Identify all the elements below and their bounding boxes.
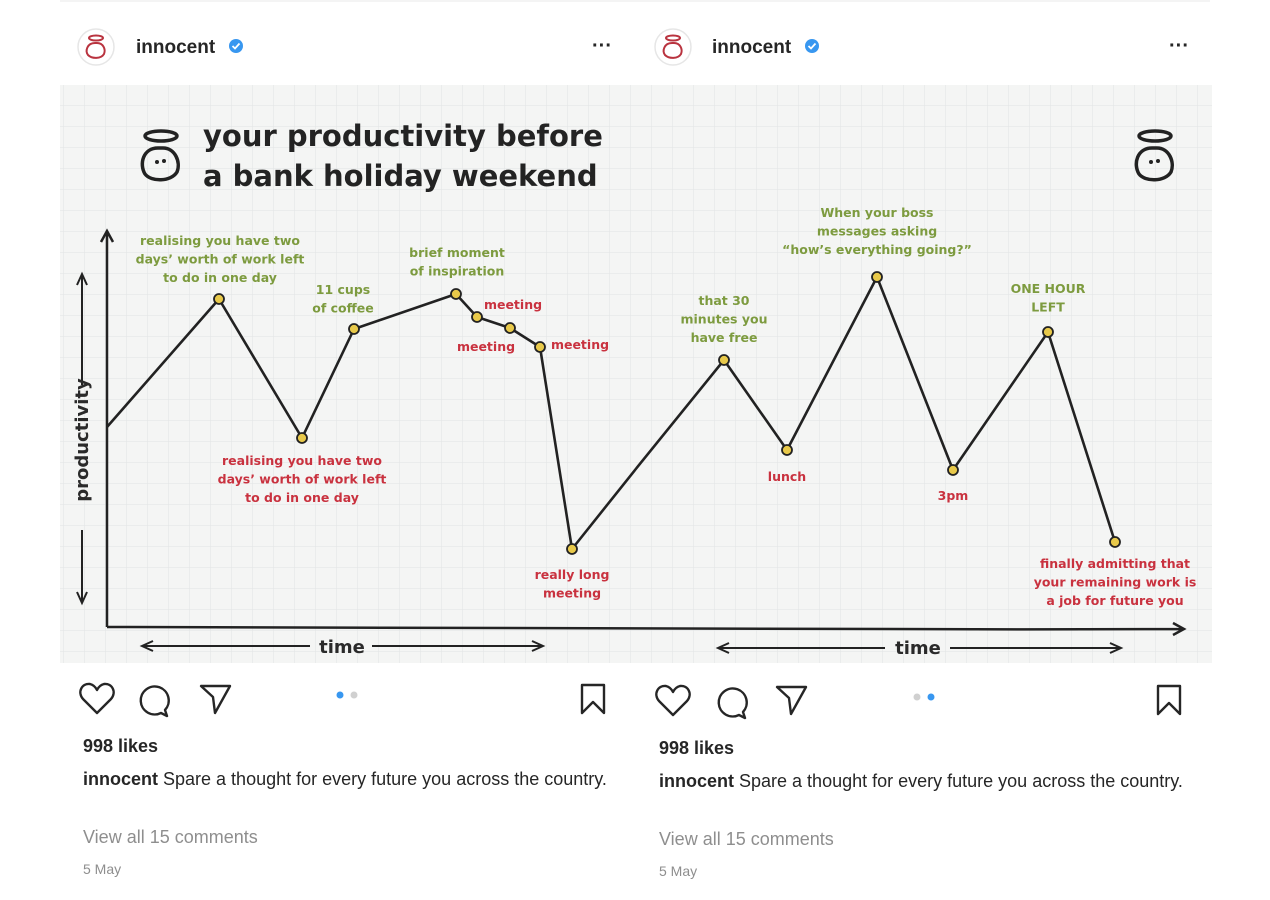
annotation-line: meeting — [457, 339, 515, 354]
annotation-line: realising you have two — [140, 233, 300, 248]
action-icons — [79, 682, 1182, 720]
carousel-dot — [927, 693, 935, 701]
annotation-line: finally admitting that — [1040, 556, 1190, 571]
comment-button[interactable] — [139, 685, 170, 718]
more-menu[interactable]: ··· — [592, 35, 612, 57]
verified-check — [231, 42, 241, 50]
carousel-dot — [913, 693, 921, 701]
likes[interactable]: 998 likes — [83, 736, 159, 756]
annotation-line: 3pm — [938, 488, 969, 503]
comment-button[interactable] — [717, 687, 748, 720]
annotation-line: your remaining work is — [1034, 575, 1197, 590]
annotation-line: meeting — [551, 337, 609, 352]
annotation-line: When your boss — [821, 205, 934, 220]
annotation-line: days’ worth of work left — [136, 252, 305, 267]
annotation-line: to do in one day — [245, 490, 359, 505]
share-button[interactable] — [775, 685, 808, 716]
like-button[interactable] — [655, 684, 691, 717]
annotation-line: lunch — [768, 469, 806, 484]
annotations: realising you have two days’ worth of wor… — [136, 205, 1197, 608]
annotation-line: messages asking — [817, 224, 937, 239]
annotation-line: really long — [535, 567, 610, 582]
caption-text: Spare a thought for every future you acr… — [739, 771, 1183, 791]
annotation-line: have free — [691, 330, 758, 345]
annotation-line: of inspiration — [410, 264, 505, 279]
share-button[interactable] — [199, 684, 232, 715]
avatar[interactable] — [77, 28, 115, 66]
carousel-dot — [350, 691, 358, 699]
annotation: 3pm — [938, 488, 969, 503]
productivity-line — [106, 275, 1117, 551]
caption-text: Spare a thought for every future you acr… — [163, 769, 607, 789]
annotation-line: minutes you — [681, 312, 768, 327]
annotation: realising you have two days’ worth of wor… — [136, 233, 305, 285]
username[interactable]: innocent — [712, 37, 792, 58]
annotation-line: “how’s everything going?” — [782, 242, 972, 257]
view-comments[interactable]: View all 15 comments — [659, 829, 834, 849]
annotation: 11 cups of coffee — [312, 282, 373, 316]
annotation: realising you have two days’ worth of wor… — [218, 453, 387, 505]
post-date: 5 May — [83, 861, 122, 877]
annotation-line: realising you have two — [222, 453, 382, 468]
verified-check — [807, 42, 817, 50]
verified-badge — [229, 39, 243, 53]
y-axis-label: productivity — [72, 378, 93, 502]
annotation-line: LEFT — [1031, 300, 1065, 315]
annotation: meeting — [551, 337, 609, 352]
image-grid — [636, 85, 1212, 663]
annotation-line: a job for future you — [1046, 593, 1183, 608]
image-title: your productivity before — [203, 119, 603, 153]
annotation: When your boss messages asking “how’s ever… — [782, 205, 972, 257]
axes — [76, 228, 1187, 654]
annotation: really long meeting — [535, 567, 610, 601]
caption: innocent Spare a thought for every futur… — [83, 767, 613, 791]
annotation: meeting — [484, 297, 542, 312]
annotation: ONE HOUR LEFT — [1011, 281, 1086, 315]
post-date: 5 May — [659, 863, 698, 879]
annotation-line: ONE HOUR — [1011, 281, 1086, 296]
verified-badge — [805, 39, 819, 53]
more-menu[interactable]: ··· — [1169, 35, 1189, 57]
caption-username[interactable]: innocent — [659, 771, 734, 791]
annotation: that 30 minutes you have free — [681, 293, 768, 345]
annotation: meeting — [457, 339, 515, 354]
like-button[interactable] — [79, 682, 115, 715]
view-comments[interactable]: View all 15 comments — [83, 827, 258, 847]
annotation-line: meeting — [484, 297, 542, 312]
annotation-line: meeting — [543, 586, 601, 601]
annotation: finally admitting that your remaining wor… — [1034, 556, 1197, 608]
annotation-line: brief moment — [409, 245, 505, 260]
annotation-line: 11 cups — [316, 282, 370, 297]
x-axis-label: time — [895, 638, 941, 659]
avatar[interactable] — [654, 28, 692, 66]
points — [213, 271, 1121, 555]
annotation: lunch — [768, 469, 806, 484]
annotation: brief moment of inspiration — [409, 245, 505, 279]
save-button[interactable] — [1156, 684, 1182, 716]
save-button[interactable] — [580, 683, 606, 715]
likes[interactable]: 998 likes — [659, 738, 735, 758]
x-axis-label: time — [319, 637, 365, 658]
username[interactable]: innocent — [136, 37, 216, 58]
annotation-line: days’ worth of work left — [218, 472, 387, 487]
caption: innocent Spare a thought for every futur… — [659, 769, 1189, 793]
annotation-line: to do in one day — [163, 270, 277, 285]
image-title: a bank holiday weekend — [203, 159, 598, 193]
caption-username[interactable]: innocent — [83, 769, 158, 789]
annotation-line: that 30 — [698, 293, 749, 308]
carousel-dot — [336, 691, 344, 699]
annotation-line: of coffee — [312, 301, 373, 316]
